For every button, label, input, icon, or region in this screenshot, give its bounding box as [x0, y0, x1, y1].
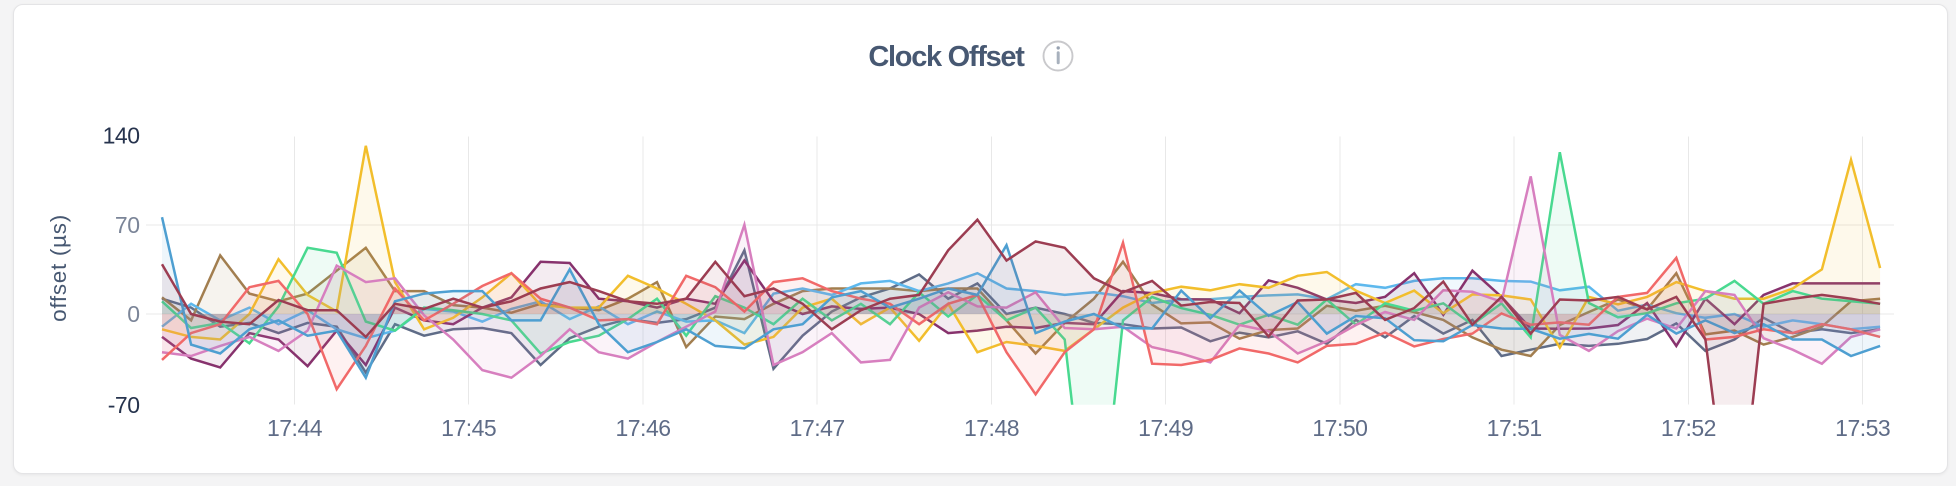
svg-text:offset (µs): offset (µs): [46, 214, 71, 322]
svg-text:17:50: 17:50: [1312, 415, 1367, 441]
svg-text:17:52: 17:52: [1661, 415, 1716, 441]
svg-text:-70: -70: [108, 392, 140, 418]
svg-text:17:49: 17:49: [1138, 415, 1193, 441]
svg-text:17:46: 17:46: [615, 415, 670, 441]
svg-text:17:44: 17:44: [267, 415, 323, 441]
svg-text:17:47: 17:47: [790, 415, 845, 441]
svg-text:140: 140: [103, 123, 140, 149]
svg-text:17:48: 17:48: [964, 415, 1019, 441]
svg-text:70: 70: [115, 212, 140, 238]
svg-text:17:45: 17:45: [441, 415, 496, 441]
svg-text:17:51: 17:51: [1487, 415, 1542, 441]
svg-text:17:53: 17:53: [1835, 415, 1890, 441]
svg-text:0: 0: [127, 301, 139, 327]
